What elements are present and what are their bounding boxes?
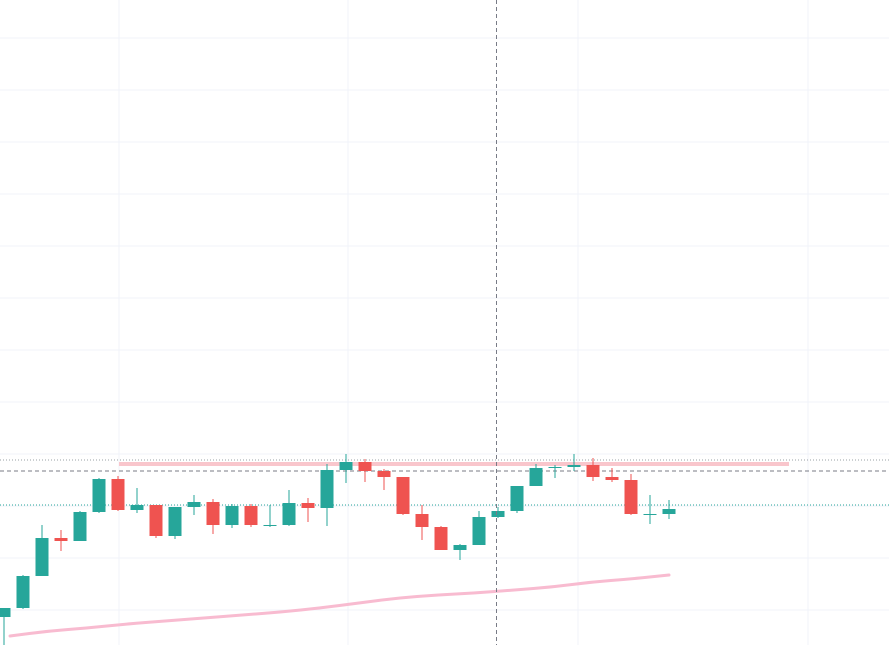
candle-body	[282, 503, 296, 525]
candle-body	[263, 525, 277, 526]
candle-body	[377, 471, 391, 477]
candle-body	[206, 502, 220, 525]
candle-body	[396, 477, 410, 514]
candle-body	[149, 505, 163, 536]
candle	[111, 476, 125, 511]
candle	[415, 505, 429, 540]
candle	[662, 500, 676, 519]
candle-body	[111, 479, 125, 510]
candle	[548, 465, 562, 478]
candle-body	[605, 477, 619, 480]
candle	[54, 530, 68, 551]
candle	[206, 499, 220, 534]
candle	[263, 505, 277, 527]
candle-body	[453, 545, 467, 550]
candle-body	[529, 468, 543, 486]
candle	[643, 495, 657, 524]
candle-body	[16, 576, 30, 608]
candle-body	[434, 527, 448, 550]
candle	[320, 464, 334, 526]
candle-body	[320, 470, 334, 508]
candle-body	[548, 467, 562, 468]
candle-body	[92, 479, 106, 512]
candle	[567, 454, 581, 471]
candle	[16, 575, 30, 609]
candle	[130, 488, 144, 513]
candle	[244, 504, 258, 527]
candle	[396, 477, 410, 515]
candle-body	[510, 486, 524, 511]
candle-body	[662, 509, 676, 514]
candle	[301, 498, 315, 522]
candle-body	[586, 465, 600, 477]
candle-body	[567, 465, 581, 467]
candle-body	[472, 517, 486, 545]
candle-body	[415, 514, 429, 527]
candle	[472, 511, 486, 545]
candle	[187, 495, 201, 515]
candle	[510, 486, 524, 513]
candle	[0, 608, 11, 645]
candle	[358, 459, 372, 482]
candle	[149, 505, 163, 538]
moving-average	[8, 573, 671, 638]
candle	[434, 526, 448, 550]
candles	[0, 454, 676, 645]
candle-body	[491, 511, 505, 517]
candle-body	[624, 480, 638, 514]
candle	[491, 507, 505, 518]
candle-body	[358, 462, 372, 471]
candle-body	[130, 505, 144, 510]
candle-body	[168, 507, 182, 536]
moving-average-line	[8, 573, 671, 638]
candle	[282, 490, 296, 526]
resistance-zone-rect	[119, 462, 789, 466]
candle	[605, 468, 619, 482]
candle-body	[643, 514, 657, 515]
candle	[92, 478, 106, 513]
candle-body	[0, 608, 11, 617]
candle-body	[73, 512, 87, 541]
candle	[339, 454, 353, 483]
candle	[35, 525, 49, 576]
candle	[225, 504, 239, 528]
candle-body	[301, 503, 315, 508]
horizontal-levels	[0, 459, 889, 506]
candle-body	[35, 538, 49, 576]
resistance-zone	[119, 462, 789, 466]
candle-body	[187, 502, 201, 507]
candle	[168, 507, 182, 539]
candle	[73, 511, 87, 541]
candle	[624, 474, 638, 515]
candle	[453, 544, 467, 560]
candle	[377, 469, 391, 490]
candle	[529, 464, 543, 486]
candle-body	[225, 506, 239, 525]
candle	[586, 458, 600, 481]
candle-body	[339, 462, 353, 470]
candle-body	[244, 506, 258, 525]
candle-body	[54, 538, 68, 541]
